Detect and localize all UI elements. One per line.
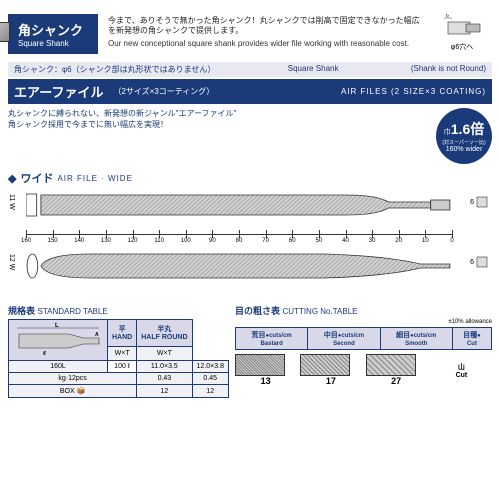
title-main: エアーファイル bbox=[14, 82, 103, 101]
intro-text: 丸シャンクに縛られない、新発想の新ジャンル"エアーファイル" 角シャンク採用で今… bbox=[8, 108, 436, 130]
file-flat bbox=[26, 192, 452, 218]
badge-bot: 160% wider bbox=[446, 146, 483, 153]
svg-text:A: A bbox=[95, 332, 99, 338]
hole-dimension-icon: 6 φ6穴へ bbox=[432, 14, 492, 52]
svg-text:6: 6 bbox=[446, 14, 449, 19]
desc-en: Our new conceptional square shank provid… bbox=[108, 39, 422, 49]
subbar-right: (Shank is not Round) bbox=[411, 64, 486, 75]
cutting-swatches: 13 17 27 山 Cut bbox=[235, 354, 492, 386]
allowance: ±10% allowance bbox=[235, 319, 492, 325]
subbar-mid: Square Shank bbox=[288, 64, 339, 75]
end-dim-1: 6 bbox=[470, 196, 488, 208]
ruler: 1601501401301201101009080706050403020100 bbox=[26, 224, 452, 248]
badge-mid: (対スーパーソー比) bbox=[442, 139, 485, 146]
end-dim-2: 6 bbox=[470, 256, 488, 268]
spec-diagram-icon: L ℓ A bbox=[13, 322, 103, 356]
badge-en: Square Shank bbox=[18, 39, 88, 48]
svg-text:L: L bbox=[55, 323, 59, 329]
wide-section-title: ワイド AIR FILE · WIDE bbox=[8, 170, 492, 186]
title-right: AIR FILES (2 SIZE×3 COATING) bbox=[341, 87, 486, 96]
cut-title: 目の粗さ表 CUTTING No.TABLE bbox=[235, 304, 492, 317]
swatch-second bbox=[300, 354, 350, 376]
standard-table: L ℓ A 平HAND 半丸HALF ROUND W×T W×T 160L 10… bbox=[8, 319, 229, 398]
wider-badge: 巾1.6倍 (対スーパーソー比) 160% wider bbox=[436, 108, 492, 164]
badge-top: 巾 bbox=[444, 129, 451, 136]
wide-en: AIR FILE · WIDE bbox=[57, 174, 132, 183]
intro-l2: 角シャンク採用で今までに無い幅広を実現！ bbox=[8, 119, 436, 130]
cutting-table: 荒目●cuts/cmBastard中目●cuts/cmSecond細目●cuts… bbox=[235, 327, 492, 350]
tables-row: 規格表 STANDARD TABLE L ℓ A 平HAND 半丸HALF RO… bbox=[8, 304, 492, 398]
desc-jp: 今まで、ありそうで無かった角シャンク！丸シャンクでは削高で固定できなかった幅広を… bbox=[108, 16, 422, 37]
std-title: 規格表 STANDARD TABLE bbox=[8, 304, 229, 317]
file-half-round bbox=[26, 252, 452, 280]
title-sub: （2サイズ×3コーティング） bbox=[113, 86, 214, 97]
standard-table-block: 規格表 STANDARD TABLE L ℓ A 平HAND 半丸HALF RO… bbox=[8, 304, 229, 398]
intro: 丸シャンクに縛られない、新発想の新ジャンル"エアーファイル" 角シャンク採用で今… bbox=[8, 108, 492, 164]
square-shank-badge: 角シャンク Square Shank bbox=[8, 14, 98, 54]
file-diagram: 11 W 12 W 6 1601501401301201101009080706… bbox=[8, 188, 492, 298]
cutting-table-block: 目の粗さ表 CUTTING No.TABLE ±10% allowance 荒目… bbox=[235, 304, 492, 386]
header: 角シャンク Square Shank 今まで、ありそうで無かった角シャンク！丸シ… bbox=[0, 10, 500, 58]
title-bar: エアーファイル （2サイズ×3コーティング） AIR FILES (2 SIZE… bbox=[8, 79, 492, 104]
width-label-2: 12 W bbox=[8, 254, 15, 270]
svg-text:ℓ: ℓ bbox=[42, 351, 46, 356]
hole-label: φ6穴へ bbox=[432, 42, 492, 52]
intro-l1: 丸シャンクに縛られない、新発想の新ジャンル"エアーファイル" bbox=[8, 108, 436, 119]
badge-jp: 角シャンク bbox=[18, 20, 88, 39]
wide-jp: ワイド bbox=[20, 170, 53, 186]
width-label-1: 11 W bbox=[8, 194, 15, 210]
badge-big: 1.6倍 bbox=[451, 121, 484, 137]
swatch-smooth bbox=[366, 354, 416, 376]
subbar-left: 角シャンク：φ6（シャンク部は丸形状ではありません） bbox=[14, 64, 215, 75]
swatch-bastard bbox=[235, 354, 285, 376]
header-description: 今まで、ありそうで無かった角シャンク！丸シャンクでは削高で固定できなかった幅広を… bbox=[106, 14, 424, 51]
sub-bar: 角シャンク：φ6（シャンク部は丸形状ではありません） Square Shank … bbox=[8, 62, 492, 77]
